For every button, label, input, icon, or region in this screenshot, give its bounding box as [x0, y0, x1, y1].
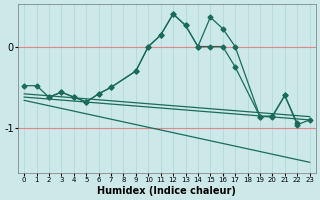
X-axis label: Humidex (Indice chaleur): Humidex (Indice chaleur) — [98, 186, 236, 196]
